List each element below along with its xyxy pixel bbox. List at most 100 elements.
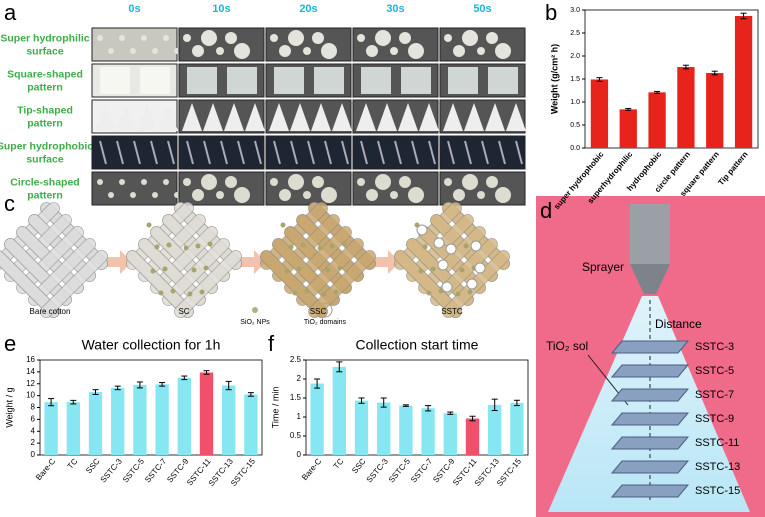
error-bar <box>336 361 343 373</box>
photo-detail <box>108 48 114 54</box>
sio2-dot <box>455 291 461 297</box>
photo-detail <box>270 178 278 186</box>
photo-detail <box>477 191 485 199</box>
photo-detail <box>245 103 265 131</box>
bar <box>677 67 695 148</box>
sio2-dot <box>203 265 209 271</box>
error-bar <box>314 378 321 389</box>
fiber <box>418 226 486 294</box>
error-bar <box>654 90 661 94</box>
fiber <box>272 238 340 306</box>
photo-detail <box>187 67 217 94</box>
photo-detail <box>453 189 465 201</box>
sio2-dot <box>325 267 331 273</box>
x-tick-label: SSC <box>350 457 368 476</box>
sio2-dot <box>430 266 436 272</box>
panel-label: d <box>540 198 552 223</box>
y-tick-label: 0 <box>31 450 36 459</box>
column-header: 0s <box>128 3 140 15</box>
photo <box>439 27 526 62</box>
photo-detail <box>464 103 484 131</box>
photo-detail <box>399 176 411 188</box>
photo-detail <box>133 140 141 165</box>
photo-detail <box>377 140 385 165</box>
photo-detail <box>273 140 281 165</box>
photo-detail <box>290 140 298 165</box>
sprayer-nozzle <box>630 264 670 294</box>
photo-detail <box>290 103 310 131</box>
sio2-dot <box>329 243 335 249</box>
bar <box>310 383 324 455</box>
layer-label: SSTC-13 <box>695 461 740 473</box>
photo-detail <box>183 34 191 42</box>
photo-detail <box>152 192 158 198</box>
y-tick-label: 2 <box>297 374 302 383</box>
sio2-dot <box>288 244 294 250</box>
error-bar <box>159 382 166 387</box>
photo-detail <box>119 179 125 185</box>
photo <box>352 27 439 62</box>
error-bar <box>247 392 254 397</box>
chart-title: Collection start time <box>356 337 479 353</box>
photo-detail <box>360 140 368 165</box>
fiber <box>16 226 84 294</box>
sio2-dot <box>207 241 213 247</box>
photo-detail <box>137 103 157 131</box>
error-bar <box>402 404 409 407</box>
sprayer-label: Sprayer <box>582 260 624 274</box>
photo-detail <box>100 67 130 94</box>
photo-detail <box>269 103 289 131</box>
photo-detail <box>163 35 169 41</box>
fiber <box>296 238 364 306</box>
fiber <box>174 250 242 318</box>
tio2-domain <box>433 237 445 249</box>
fabric <box>260 202 376 318</box>
bar <box>222 385 236 455</box>
arrow <box>98 250 132 274</box>
stage-label: Bare cotton <box>30 307 71 316</box>
fabric-layer <box>610 340 690 354</box>
bar <box>590 79 609 148</box>
sio2-dot <box>199 289 205 295</box>
y-tick-label: 6 <box>31 414 36 423</box>
fabric-layer <box>610 436 690 450</box>
fabric-layer <box>610 364 690 378</box>
photo-detail <box>314 67 344 94</box>
photo-detail <box>140 67 170 94</box>
photo-detail <box>167 140 175 165</box>
fiber <box>40 250 108 318</box>
photo-detail <box>97 179 103 185</box>
bar <box>354 400 369 455</box>
error-bar <box>425 405 432 412</box>
fiber <box>4 238 72 306</box>
column-header: 50s <box>473 3 491 15</box>
fiber <box>138 238 206 306</box>
sio2-dot <box>187 291 193 297</box>
photo-detail <box>216 47 224 55</box>
photo-detail <box>408 187 424 203</box>
tio2-domain <box>441 281 453 293</box>
photo-detail <box>324 140 332 165</box>
panel-label: f <box>268 331 275 356</box>
photo-detail <box>486 176 498 188</box>
bar <box>66 402 80 455</box>
bar <box>44 402 58 455</box>
y-tick-label: 1 <box>297 412 302 421</box>
bar <box>155 384 169 455</box>
sio2-dot <box>170 288 176 294</box>
photo-detail <box>303 47 311 55</box>
photo <box>265 27 352 62</box>
photo-detail <box>356 103 376 131</box>
error-bar <box>70 399 77 405</box>
photo-detail <box>332 103 352 131</box>
photo-detail <box>312 176 324 188</box>
error-bar <box>469 415 476 422</box>
photo-detail <box>506 103 526 131</box>
photo-detail <box>394 140 402 165</box>
sio2-dot <box>300 242 306 248</box>
photo-detail <box>495 187 511 203</box>
y-tick-label: 2 <box>31 438 36 447</box>
tio2-domain <box>416 224 428 236</box>
bar <box>421 408 435 455</box>
photo-detail <box>254 140 262 165</box>
